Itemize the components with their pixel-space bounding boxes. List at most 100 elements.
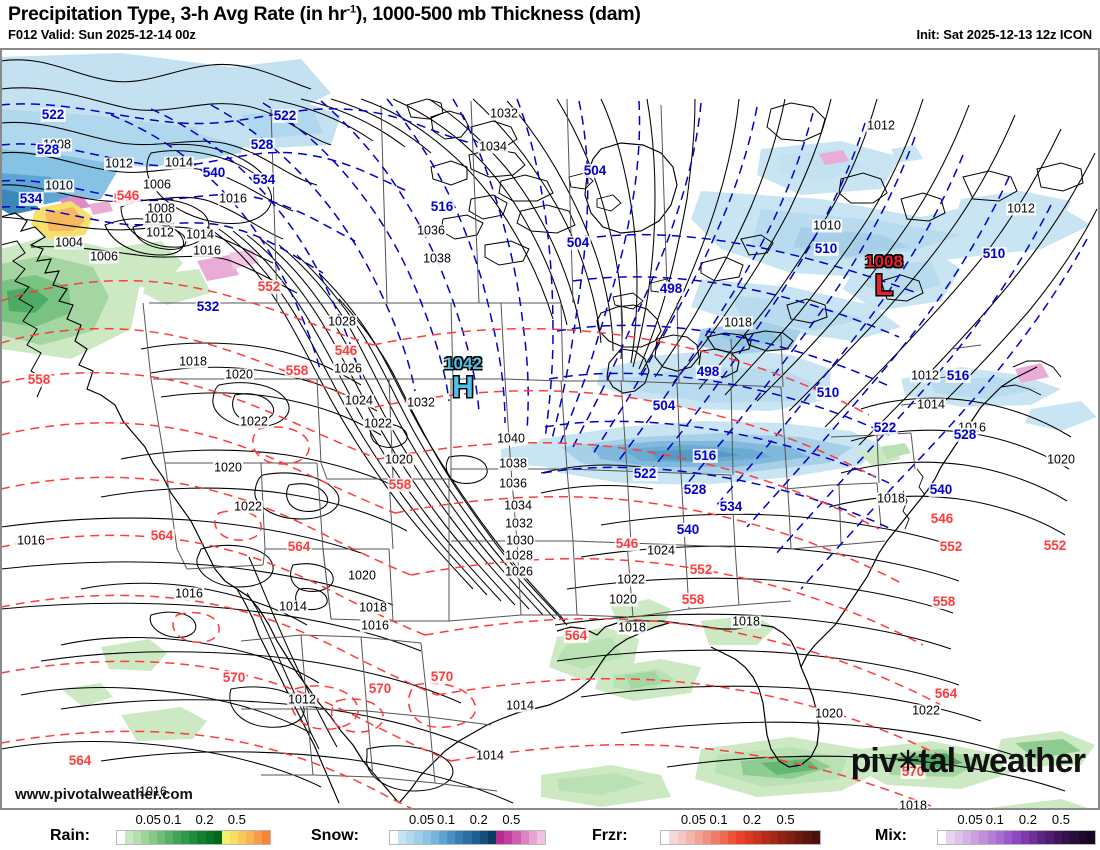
contour-label: 1020 (814, 706, 844, 721)
colorbar-swatch (406, 831, 415, 844)
colorbar-swatch (1004, 831, 1013, 844)
contour-label: 570 (367, 680, 393, 697)
colorbar-rain[interactable] (116, 830, 271, 845)
contour-label: 1018 (898, 799, 928, 809)
contour-label: 1018 (876, 491, 906, 506)
colorbar-tick: 0.5 (502, 812, 521, 827)
contour-label: 1030 (505, 533, 535, 548)
colorbar-swatch (528, 831, 537, 844)
contour-label: 534 (718, 498, 744, 515)
contour-label: 1006 (142, 177, 172, 192)
colorbar-tick: 0.5 (227, 812, 246, 827)
contour-label: 504 (565, 234, 591, 251)
colorbar-swatch (962, 831, 972, 844)
colorbar-group-mix: Mix: 0.05 0.1 0.2 0.5 (825, 810, 1100, 850)
contour-label: 1034 (503, 498, 533, 513)
colorbar-label-snow: Snow: (311, 827, 359, 844)
contour-label: 1012 (866, 118, 896, 133)
contour-label: 1010 (143, 211, 173, 226)
contour-label: 1022 (363, 416, 393, 431)
colorbar-swatch (1078, 831, 1087, 844)
contour-label: 1010 (812, 218, 842, 233)
colorbar-label-rain: Rain: (50, 827, 90, 844)
colorbar-ticks-frzr: 0.05 0.1 0.2 0.5 (660, 812, 819, 827)
contour-label: 1034 (478, 139, 508, 154)
contour-label: 528 (35, 141, 61, 158)
contour-label: 1020 (213, 460, 243, 475)
colorbar-swatch (686, 831, 695, 844)
contour-label: 558 (387, 476, 413, 493)
colorbar-swatch (1053, 831, 1062, 844)
colorbar-swatch (479, 831, 488, 844)
contour-label: 522 (40, 106, 66, 123)
contour-label: 1040 (496, 431, 526, 446)
map-canvas[interactable]: 1008101210141010100610161008101010121014… (0, 48, 1100, 810)
pressure-system-letter: H (452, 371, 474, 404)
colorbar-swatch (261, 831, 270, 844)
colorbar-swatch (221, 831, 230, 844)
contour-label: 516 (429, 198, 455, 215)
colorbar-swatch (1061, 831, 1071, 844)
contour-label: 1012 (1006, 201, 1036, 216)
colorbar-swatch (795, 831, 804, 844)
contour-label: 1014 (475, 748, 505, 763)
colorbar-swatch (1086, 831, 1096, 844)
colorbar-swatch (229, 831, 238, 844)
colorbar-swatch (753, 831, 762, 844)
contour-label: 564 (149, 527, 175, 544)
contour-label: 1016 (16, 533, 46, 548)
contour-label: 1008 (146, 201, 176, 216)
contour-label: 1016 (192, 243, 222, 258)
contour-label: 1016 (174, 586, 204, 601)
colorbar-tick: 0.1 (985, 812, 1004, 827)
colorbar-legend: Rain: 0.05 0.1 0.2 0.5 Snow: 0.05 0.1 0.2 0.5 Frzr… (0, 810, 1100, 850)
contour-label: 1014 (505, 698, 535, 713)
title-main: Precipitation Type, 3-h Avg Rate (in hr (8, 3, 347, 25)
contour-label: 510 (815, 384, 841, 401)
colorbar-swatch (438, 831, 448, 844)
contour-label: 534 (251, 171, 277, 188)
contour-label: 528 (682, 481, 708, 498)
contour-label: 1014 (164, 155, 194, 170)
colorbar-frzr[interactable] (660, 830, 821, 845)
colorbar-swatch (463, 831, 472, 844)
contour-label: 498 (658, 280, 684, 297)
thickness-warm-layer (1, 279, 960, 809)
colorbar-swatch (811, 831, 821, 844)
contour-label: 1032 (504, 516, 534, 531)
init-time-label: Init: Sat 2025-12-13 12z ICON (916, 27, 1092, 42)
contour-label: 510 (813, 240, 839, 257)
contour-label: 1026 (504, 564, 534, 579)
contour-label: 1032 (489, 106, 519, 121)
thickness-cold-layer (1, 98, 1088, 590)
colorbar-tick: 0.05 (957, 812, 983, 827)
colorbar-snow[interactable] (389, 830, 546, 845)
contour-label: 504 (651, 397, 677, 414)
colorbar-swatch (149, 831, 158, 844)
contour-label: 564 (67, 752, 93, 769)
contour-label: 552 (938, 538, 964, 555)
colorbar-swatch (1028, 831, 1038, 844)
colorbar-swatch (736, 831, 745, 844)
contour-label: 570 (221, 669, 247, 686)
watermark-text-start: piv (850, 742, 898, 780)
colorbar-tick: 0.2 (469, 812, 488, 827)
pressure-system-value: 1008 (865, 252, 903, 271)
contour-label: 1036 (416, 223, 446, 238)
colorbar-swatch (677, 831, 687, 844)
contour-label: 1014 (278, 599, 308, 614)
colorbar-label-mix: Mix: (875, 827, 907, 844)
pressure-system-value: 1042 (444, 354, 482, 373)
site-url: www.pivotalweather.com (15, 786, 193, 803)
colorbar-swatch (398, 831, 407, 844)
colorbar-mix[interactable] (937, 830, 1096, 845)
colorbar-swatch (197, 831, 206, 844)
contour-label: 1012 (104, 156, 134, 171)
contour-label: 1018 (358, 600, 388, 615)
colorbar-swatch (189, 831, 198, 844)
contour-label: 522 (632, 465, 658, 482)
colorbar-swatch (995, 831, 1005, 844)
contour-label: 1022 (233, 499, 263, 514)
pressure-system-high: 1042 H (444, 355, 482, 403)
pressure-system-letter: L (874, 269, 894, 302)
